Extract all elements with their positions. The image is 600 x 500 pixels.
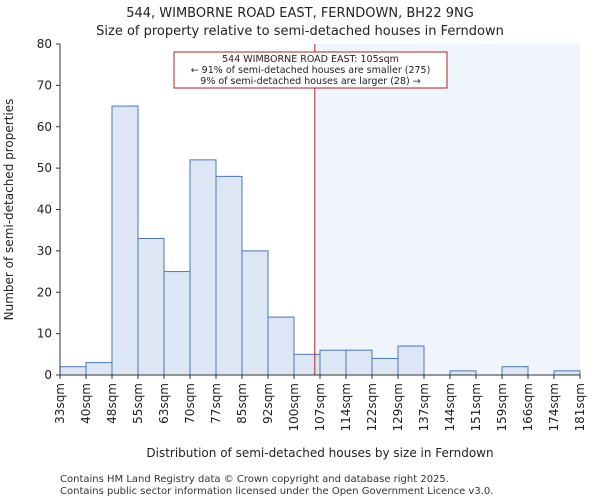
y-axis-label: Number of semi-detached properties <box>2 99 16 321</box>
y-tick-label: 40 <box>37 203 52 217</box>
x-tick-label: 137sqm <box>417 383 431 431</box>
histogram-chart: 0 10 20 30 40 50 60 70 80 33sqm 40sqm 48sqm 55sqm 63s… <box>2 37 587 460</box>
x-axis-label: Distribution of semi-detached houses by … <box>146 446 493 460</box>
x-tick-label: 166sqm <box>521 383 535 431</box>
histogram-bar <box>85 362 113 376</box>
x-tick-label: 114sqm <box>339 383 353 431</box>
histogram-bar <box>267 316 295 376</box>
y-tick-label: 60 <box>37 120 52 134</box>
x-tick-label: 100sqm <box>287 383 301 431</box>
x-tick-label: 85sqm <box>235 383 249 424</box>
histogram-bar <box>137 237 165 376</box>
annotation-line-2: ← 91% of semi-detached houses are smalle… <box>191 65 431 76</box>
y-tick-label: 70 <box>37 78 52 92</box>
x-tick-label: 92sqm <box>261 383 275 424</box>
y-tick-label: 20 <box>37 285 52 299</box>
x-tick-label: 70sqm <box>183 383 197 424</box>
chart-title: 544, WIMBORNE ROAD EAST, FERNDOWN, BH22 … <box>126 6 474 21</box>
footer-copyright: Contains HM Land Registry data © Crown c… <box>60 474 449 485</box>
histogram-bar <box>449 370 477 376</box>
y-tick-label: 80 <box>37 37 52 51</box>
histogram-bar <box>293 353 321 376</box>
x-tick-label: 159sqm <box>495 383 509 431</box>
histogram-bar <box>59 366 87 376</box>
x-tick-label: 144sqm <box>443 383 457 431</box>
y-tick-label: 0 <box>44 368 52 382</box>
y-tick-label: 30 <box>37 244 52 258</box>
annotation-line-1: 544 WIMBORNE ROAD EAST: 105sqm <box>222 54 399 65</box>
y-tick-label: 10 <box>37 327 52 341</box>
annotation-line-3: 9% of semi-detached houses are larger (2… <box>200 76 420 87</box>
histogram-bar <box>553 370 581 376</box>
x-tick-label: 77sqm <box>209 383 223 424</box>
histogram-bar <box>319 349 347 376</box>
chart-subtitle: Size of property relative to semi-detach… <box>96 24 504 39</box>
x-tick-label: 55sqm <box>131 383 145 424</box>
x-tick-label: 122sqm <box>365 383 379 431</box>
footer-licence: Contains public sector information licen… <box>60 486 494 497</box>
x-tick-label: 40sqm <box>79 383 93 424</box>
histogram-bar <box>111 105 139 376</box>
x-tick-label: 33sqm <box>53 383 67 424</box>
histogram-bar <box>371 357 399 376</box>
histogram-bar <box>397 345 425 376</box>
histogram-bar <box>241 250 269 376</box>
histogram-bar <box>189 159 217 376</box>
annotation-box <box>173 51 448 89</box>
x-tick-label: 48sqm <box>105 383 119 424</box>
y-tick-label: 50 <box>37 161 52 175</box>
x-tick-label: 181sqm <box>573 383 587 431</box>
histogram-bar <box>345 349 373 376</box>
larger-region-highlight <box>314 44 580 375</box>
x-tick-label: 63sqm <box>157 383 171 424</box>
histogram-bar <box>215 175 243 376</box>
x-tick-label: 174sqm <box>547 383 561 431</box>
x-tick-label: 107sqm <box>313 383 327 431</box>
histogram-bar <box>501 366 529 376</box>
histogram-bar <box>163 271 191 376</box>
x-tick-label: 129sqm <box>391 383 405 431</box>
x-tick-label: 151sqm <box>469 383 483 431</box>
